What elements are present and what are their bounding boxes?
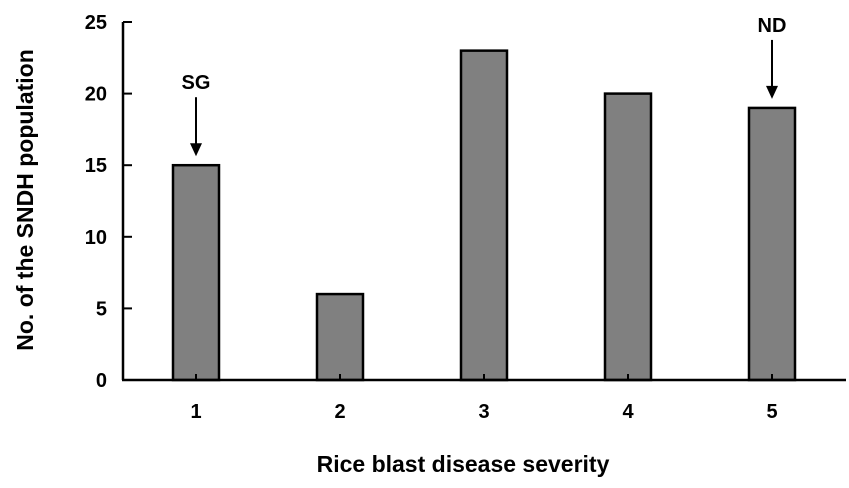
- x-tick-label: 4: [622, 401, 634, 423]
- x-tick-label: 5: [766, 401, 777, 423]
- annotation-arrow-head: [190, 143, 202, 157]
- y-axis-label: No. of the SNDH population: [12, 49, 38, 351]
- bar-3: [459, 49, 509, 382]
- x-tick-label: 2: [334, 401, 345, 423]
- annotation-nd: ND: [758, 15, 787, 37]
- x-axis-label: Rice blast disease severity: [317, 451, 610, 477]
- y-tick-label: 25: [85, 12, 107, 34]
- annotation-sg: SG: [182, 72, 211, 94]
- y-tick-label: 0: [96, 370, 107, 392]
- y-tick-label: 15: [85, 155, 107, 177]
- annotation-arrow-head: [766, 85, 778, 99]
- y-tick-label: 5: [96, 298, 107, 320]
- x-tick-label: 3: [478, 401, 489, 423]
- bar-2: [315, 292, 365, 382]
- bar-1: [171, 163, 221, 382]
- x-tick-label: 1: [190, 401, 201, 423]
- y-tick-label: 20: [85, 84, 107, 106]
- bar-4: [603, 92, 653, 382]
- y-tick-label: 10: [85, 227, 107, 249]
- bar-5: [747, 106, 797, 382]
